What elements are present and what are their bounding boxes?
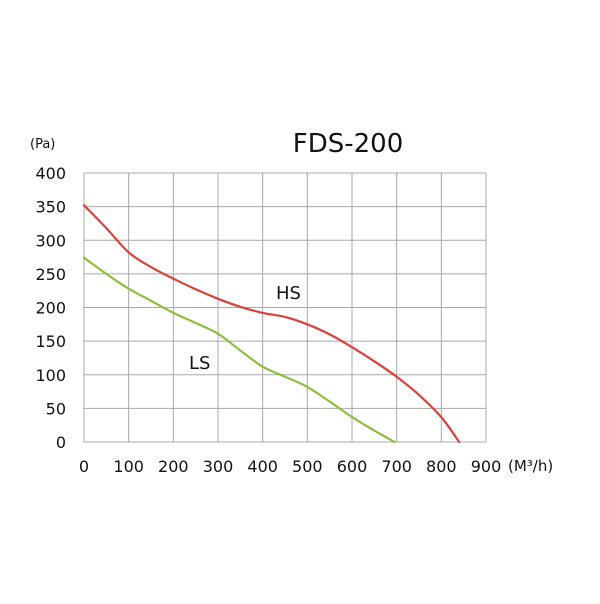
y-tick-label-250: 250 (35, 265, 66, 284)
series-line-hs (82, 204, 461, 444)
y-tick-label-400: 400 (35, 164, 66, 183)
x-tick-label-800: 800 (426, 457, 457, 476)
grid (83, 172, 487, 443)
x-tick-label-500: 500 (292, 457, 323, 476)
y-tick-label-300: 300 (35, 231, 66, 250)
y-tick-label-0: 0 (56, 433, 66, 452)
labels: FDS-200 (Pa) (M³/h) HS LS (30, 129, 553, 475)
y-tick-label-350: 350 (35, 198, 66, 217)
x-axis-unit: (M³/h) (508, 457, 553, 475)
x-tick-label-0: 0 (79, 457, 89, 476)
series-label-ls: LS (189, 353, 210, 374)
y-tick-label-150: 150 (35, 332, 66, 351)
y-axis-unit: (Pa) (30, 137, 55, 152)
series (82, 204, 461, 444)
x-tick-label-600: 600 (337, 457, 368, 476)
x-tick-label-100: 100 (113, 457, 144, 476)
x-tick-label-400: 400 (247, 457, 278, 476)
x-tick-label-200: 200 (158, 457, 189, 476)
tick-labels: 0 100 200 300 400 500 600 700 800 900 0 50 100 150 200… (35, 164, 501, 476)
y-tick-label-200: 200 (35, 299, 66, 318)
x-tick-label-900: 900 (471, 457, 502, 476)
x-tick-label-300: 300 (203, 457, 234, 476)
y-tick-label-100: 100 (35, 366, 66, 385)
series-label-hs: HS (276, 283, 301, 304)
y-tick-label-50: 50 (46, 399, 66, 418)
series-line-ls (82, 256, 396, 444)
chart-title: FDS-200 (293, 129, 404, 159)
x-tick-label-700: 700 (381, 457, 412, 476)
